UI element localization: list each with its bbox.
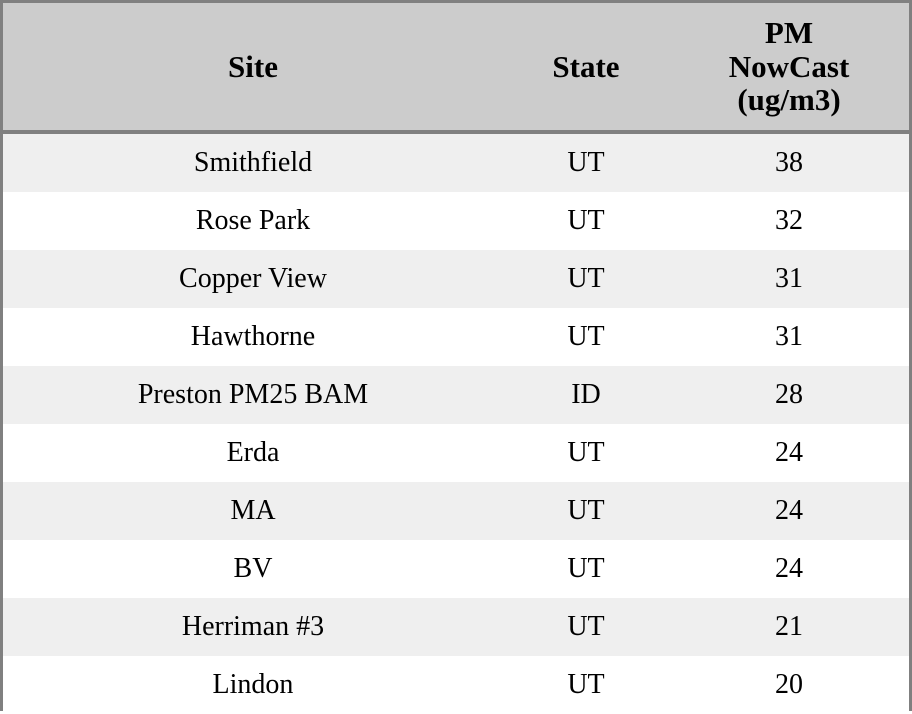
cell-site: Erda <box>3 424 503 482</box>
cell-pm-nowcast: 32 <box>669 192 909 250</box>
cell-pm-nowcast: 24 <box>669 540 909 598</box>
cell-pm-nowcast: 31 <box>669 308 909 366</box>
cell-site: Smithfield <box>3 132 503 192</box>
cell-site: BV <box>3 540 503 598</box>
cell-pm-nowcast: 31 <box>669 250 909 308</box>
cell-site: Hawthorne <box>3 308 503 366</box>
column-header-pm-nowcast-line-1: PM <box>764 15 814 51</box>
table-row: Copper View UT 31 <box>3 250 909 308</box>
cell-site: Copper View <box>3 250 503 308</box>
column-header-state-line-1: State <box>552 48 620 84</box>
table-body: Smithfield UT 38 Rose Park UT 32 Copper View UT… <box>3 132 909 714</box>
cell-pm-nowcast: 20 <box>669 656 909 714</box>
column-header-site: Site <box>3 3 503 134</box>
table-row: Smithfield UT 38 <box>3 132 909 192</box>
cell-state: UT <box>503 424 669 482</box>
table-row: Herriman #3 UT 21 <box>3 598 909 656</box>
column-header-pm-nowcast-line-2: NowCast <box>728 48 850 84</box>
cell-pm-nowcast: 28 <box>669 366 909 424</box>
table-row: Lindon UT 20 <box>3 656 909 714</box>
cell-site: Herriman #3 <box>3 598 503 656</box>
cell-state: UT <box>503 250 669 308</box>
cell-state: UT <box>503 192 669 250</box>
column-header-state: State <box>503 3 669 134</box>
cell-site: MA <box>3 482 503 540</box>
cell-state: UT <box>503 598 669 656</box>
cell-pm-nowcast: 24 <box>669 424 909 482</box>
cell-pm-nowcast: 24 <box>669 482 909 540</box>
column-header-site-line-1: Site <box>228 48 278 84</box>
cell-site: Lindon <box>3 656 503 714</box>
table-row: MA UT 24 <box>3 482 909 540</box>
cell-state: UT <box>503 482 669 540</box>
table-row: Hawthorne UT 31 <box>3 308 909 366</box>
cell-pm-nowcast: 21 <box>669 598 909 656</box>
air-quality-table: Site State PM NowCast (ug/m3) Smithfield… <box>3 3 909 714</box>
column-header-pm-nowcast-line-3: (ug/m3) <box>737 82 841 118</box>
table-row: Rose Park UT 32 <box>3 192 909 250</box>
cell-state: ID <box>503 366 669 424</box>
cell-state: UT <box>503 540 669 598</box>
table-row: BV UT 24 <box>3 540 909 598</box>
table-header: Site State PM NowCast (ug/m3) <box>3 3 909 134</box>
table-row: Preston PM25 BAM ID 28 <box>3 366 909 424</box>
cell-site: Preston PM25 BAM <box>3 366 503 424</box>
table-row: Erda UT 24 <box>3 424 909 482</box>
cell-state: UT <box>503 132 669 192</box>
cell-state: UT <box>503 656 669 714</box>
cell-site: Rose Park <box>3 192 503 250</box>
cell-pm-nowcast: 38 <box>669 132 909 192</box>
column-header-pm-nowcast: PM NowCast (ug/m3) <box>669 3 909 134</box>
cell-state: UT <box>503 308 669 366</box>
table-header-row: Site State PM NowCast (ug/m3) <box>3 3 909 134</box>
